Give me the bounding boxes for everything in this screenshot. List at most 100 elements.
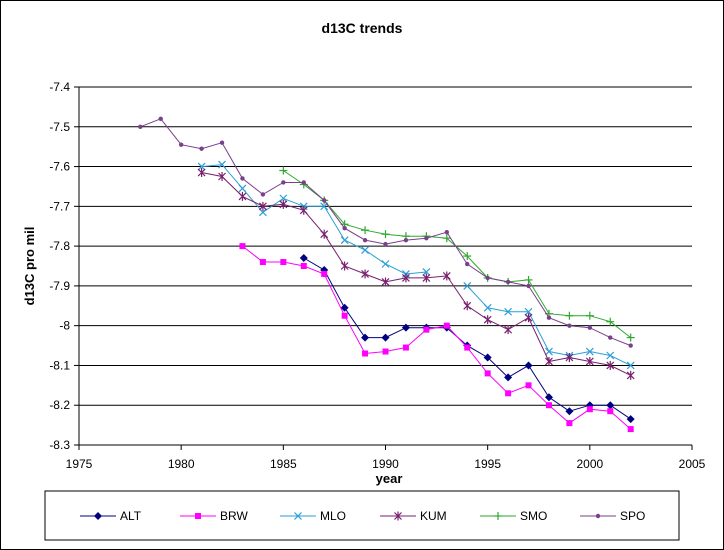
data-point bbox=[463, 252, 472, 261]
data-point bbox=[483, 315, 492, 325]
y-tick-label: -8.1 bbox=[49, 358, 70, 372]
series-line bbox=[242, 245, 632, 430]
data-point bbox=[94, 512, 102, 520]
data-point bbox=[218, 172, 226, 181]
data-point bbox=[239, 243, 246, 250]
data-point bbox=[281, 180, 286, 185]
legend-box bbox=[44, 490, 680, 541]
data-point bbox=[485, 275, 490, 281]
x-tick-label: 2000 bbox=[576, 457, 603, 471]
data-point bbox=[178, 142, 184, 147]
legend-label: BRW bbox=[220, 509, 248, 523]
legend-label: MLO bbox=[320, 509, 346, 523]
data-point bbox=[544, 393, 553, 402]
data-point bbox=[494, 512, 502, 520]
data-point bbox=[299, 205, 308, 215]
data-point bbox=[279, 194, 288, 203]
data-point bbox=[567, 323, 572, 328]
data-point bbox=[526, 283, 531, 289]
data-point bbox=[259, 259, 266, 266]
data-point bbox=[402, 273, 410, 283]
data-point bbox=[362, 350, 369, 357]
data-point bbox=[463, 301, 472, 311]
data-point bbox=[464, 344, 471, 351]
y-tick-label: -8 bbox=[59, 319, 70, 333]
series-spo bbox=[138, 116, 633, 348]
series-kum bbox=[197, 168, 635, 380]
legend-item-smo: SMO bbox=[480, 509, 547, 523]
legend-item-mlo: MLO bbox=[280, 509, 346, 523]
data-point bbox=[546, 315, 552, 320]
data-point bbox=[463, 281, 472, 290]
data-point bbox=[301, 180, 306, 185]
x-tick-label: 1980 bbox=[168, 457, 195, 471]
x-axis-title: year bbox=[376, 471, 403, 486]
legend: ALT BRW MLO KUM SMO SPO bbox=[44, 490, 680, 541]
data-point bbox=[608, 335, 613, 340]
data-point bbox=[422, 268, 431, 276]
data-point bbox=[606, 317, 615, 326]
data-point bbox=[524, 361, 533, 370]
data-point bbox=[279, 199, 288, 209]
data-point bbox=[565, 407, 574, 416]
data-point bbox=[504, 307, 513, 316]
data-point bbox=[294, 512, 302, 520]
data-point bbox=[340, 261, 349, 271]
data-point bbox=[442, 234, 451, 243]
data-point bbox=[545, 356, 553, 366]
data-point bbox=[158, 116, 163, 122]
data-point bbox=[394, 511, 402, 521]
data-point bbox=[320, 229, 329, 239]
data-point bbox=[219, 140, 225, 145]
data-point bbox=[279, 166, 288, 175]
legend-label: SMO bbox=[520, 509, 547, 523]
data-point bbox=[299, 254, 308, 263]
data-point bbox=[524, 275, 533, 284]
series-brw bbox=[239, 243, 634, 433]
data-point bbox=[422, 273, 431, 283]
data-point bbox=[280, 259, 287, 266]
data-point bbox=[505, 279, 511, 285]
data-point bbox=[382, 348, 389, 355]
data-point bbox=[525, 382, 532, 389]
data-point bbox=[504, 373, 513, 382]
data-point bbox=[383, 241, 388, 247]
legend-item-brw: BRW bbox=[180, 509, 248, 523]
data-point bbox=[361, 226, 370, 235]
data-point bbox=[545, 402, 552, 409]
data-point bbox=[258, 208, 267, 217]
y-tick-label: -7.6 bbox=[49, 160, 70, 174]
y-tick-label: -8.3 bbox=[49, 438, 70, 452]
data-point bbox=[444, 229, 449, 235]
x-tick-label: 1995 bbox=[474, 457, 501, 471]
series-layer bbox=[138, 116, 635, 433]
legend-item-alt: ALT bbox=[80, 509, 142, 523]
data-point bbox=[322, 198, 327, 203]
data-point bbox=[402, 344, 409, 351]
data-point bbox=[585, 311, 594, 320]
data-point bbox=[340, 303, 349, 312]
series-smo bbox=[279, 166, 635, 342]
legend-item-kum: KUM bbox=[380, 509, 447, 523]
legend-label: SPO bbox=[620, 509, 645, 523]
data-point bbox=[626, 333, 635, 342]
data-point bbox=[606, 360, 615, 370]
data-point bbox=[626, 415, 635, 424]
data-point bbox=[565, 311, 574, 320]
y-tick-label: -7.5 bbox=[49, 120, 70, 134]
data-point bbox=[607, 408, 614, 415]
data-point bbox=[197, 162, 206, 171]
x-tick-label: 2005 bbox=[679, 457, 706, 471]
data-point bbox=[340, 236, 349, 245]
data-point bbox=[595, 513, 601, 519]
data-point bbox=[524, 307, 533, 316]
series-alt bbox=[299, 254, 635, 424]
gridlines bbox=[79, 86, 692, 446]
data-point bbox=[362, 237, 368, 243]
data-point bbox=[199, 146, 204, 151]
y-tick-label: -7.7 bbox=[49, 199, 70, 213]
series-line bbox=[283, 170, 632, 338]
data-point bbox=[238, 191, 247, 201]
data-point bbox=[218, 160, 226, 169]
data-point bbox=[585, 347, 594, 356]
